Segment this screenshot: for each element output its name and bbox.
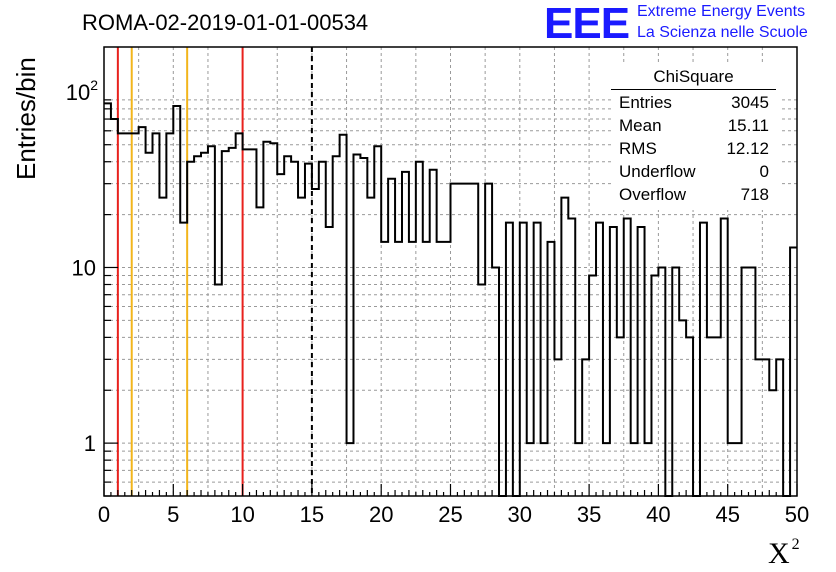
y-tick-label: 102 xyxy=(66,77,98,105)
stats-divider xyxy=(611,89,776,90)
stats-value: 718 xyxy=(740,185,769,204)
chart-title: ROMA-02-2019-01-01-00534 xyxy=(82,10,369,35)
x-tick-label: 25 xyxy=(438,502,462,527)
stats-box: ChiSquare Entries 3045 Mean 15.11 RMS 12.12… xyxy=(611,65,781,210)
x-axis: 0 5 10 15 20 25 30 35 40 45 50 xyxy=(98,484,809,527)
logo-line-1: Extreme Energy Events xyxy=(637,3,806,20)
histogram-series xyxy=(104,102,797,497)
stats-key: Mean xyxy=(619,116,662,135)
stats-key: Overflow xyxy=(619,185,687,204)
stats-key: RMS xyxy=(619,139,657,158)
y-tick-label: 10 xyxy=(72,255,96,280)
x-tick-label: 30 xyxy=(508,502,532,527)
x-tick-label: 15 xyxy=(300,502,324,527)
stats-value: 12.12 xyxy=(726,139,769,158)
stats-value: 15.11 xyxy=(727,116,769,135)
logo-line-2: La Scienza nelle Scuole xyxy=(637,24,808,41)
x-tick-label: 35 xyxy=(577,502,601,527)
x-tick-label: 5 xyxy=(167,502,179,527)
stats-title: ChiSquare xyxy=(653,67,734,86)
y-axis-label-box: Entries/bin xyxy=(8,30,41,180)
x-axis-label-text: X xyxy=(768,537,790,570)
stats-key: Underflow xyxy=(619,162,696,181)
y-axis: 1 10 102 xyxy=(66,77,118,497)
x-tick-label: 10 xyxy=(230,502,254,527)
x-tick-label: 40 xyxy=(646,502,670,527)
y-tick-label: 1 xyxy=(84,431,96,456)
stats-value: 0 xyxy=(759,162,769,181)
x-tick-label: 50 xyxy=(785,502,809,527)
y-axis-label: Entries/bin xyxy=(11,57,41,180)
x-tick-label: 45 xyxy=(715,502,739,527)
x-tick-label: 20 xyxy=(369,502,393,527)
eee-logo: EEE xyxy=(544,0,630,48)
stats-value: 3045 xyxy=(731,93,769,112)
x-tick-label: 0 xyxy=(98,502,110,527)
stats-key: Entries xyxy=(619,93,672,112)
x-axis-label-superscript: 2 xyxy=(791,536,800,553)
